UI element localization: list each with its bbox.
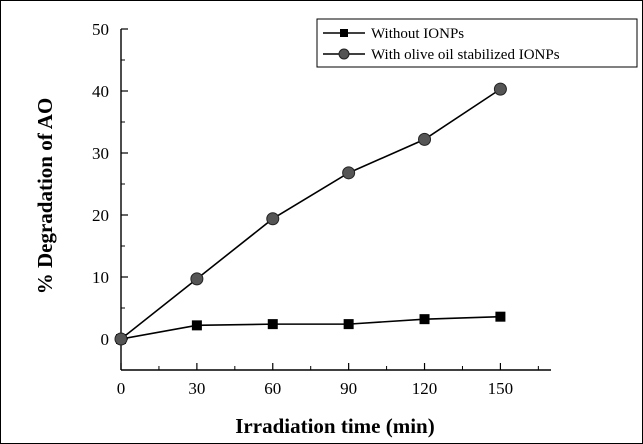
x-tick-label: 150 [488, 379, 514, 398]
y-tick-label: 40 [92, 82, 109, 101]
legend-box [316, 18, 638, 68]
y-axis-title: % Degradation of AO [33, 98, 57, 295]
data-point-square [495, 311, 506, 322]
data-point-square [267, 319, 278, 330]
y-tick-label: 10 [92, 268, 109, 287]
data-point-circle [493, 82, 507, 96]
legend-label-with-ionps: With olive oil stabilized IONPs [371, 47, 560, 63]
series-layer [114, 82, 507, 346]
data-point-circle [114, 332, 128, 346]
series-line-with-olive-oil-stabilized-ionps [120, 88, 501, 340]
y-tick-label: 30 [92, 144, 109, 163]
legend-entry-without-ionps: Without IONPs [323, 26, 464, 42]
x-tick-label: 90 [340, 379, 357, 398]
legend-label-without-ionps: Without IONPs [371, 26, 464, 42]
x-tick-label: 30 [188, 379, 205, 398]
series-line-without-ionps [120, 315, 501, 340]
data-point-circle [342, 166, 356, 180]
legend-marker-square [340, 29, 348, 37]
x-tick-label: 60 [264, 379, 281, 398]
x-tick-label: 120 [412, 379, 438, 398]
data-point-square [191, 320, 202, 331]
legend: Without IONPs With olive oil stabilized … [316, 18, 638, 68]
legend-marker-circle [338, 48, 350, 60]
y-tick-label: 50 [92, 20, 109, 39]
series-with-olive-oil-stabilized-ionps [114, 82, 507, 346]
data-point-square [419, 314, 430, 325]
data-point-circle [266, 212, 280, 226]
data-point-circle [190, 272, 204, 286]
axes [120, 29, 551, 371]
y-tick-label: 0 [101, 330, 110, 349]
data-point-circle [418, 132, 432, 146]
y-tick-label: 20 [92, 206, 109, 225]
x-tick-label: 0 [117, 379, 126, 398]
x-axis-title: Irradiation time (min) [235, 414, 434, 438]
legend-entry-with-ionps: With olive oil stabilized IONPs [323, 47, 560, 63]
series-without-ionps [116, 311, 506, 344]
ticks: 0 10 20 30 40 50 0 30 60 90 120 150 [92, 20, 539, 398]
data-point-square [343, 319, 354, 330]
